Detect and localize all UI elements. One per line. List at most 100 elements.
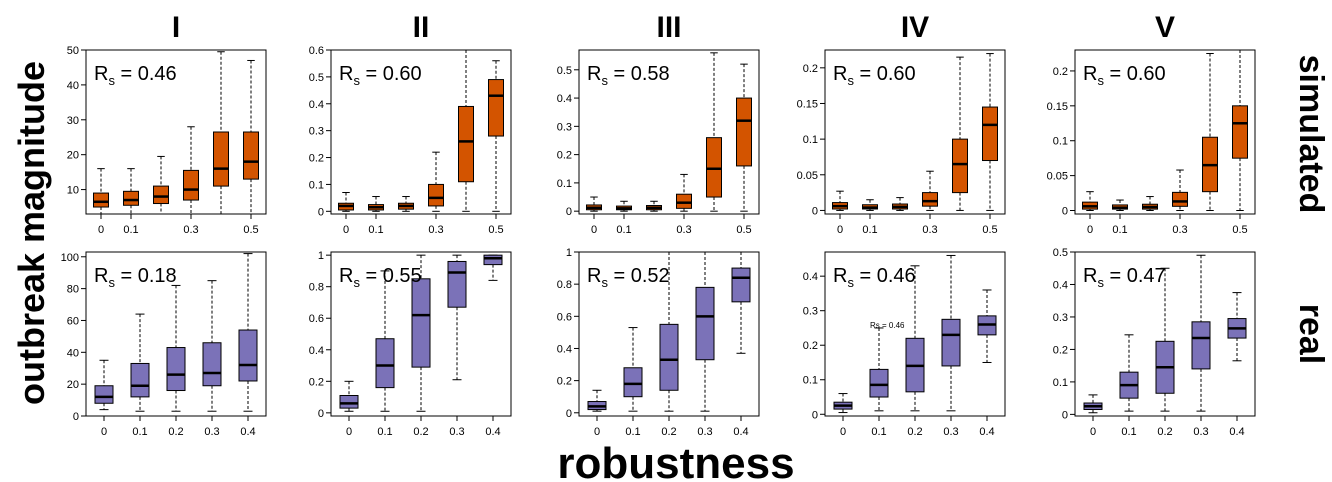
panel-simulated-1: 10 20 30 40 50 0 0.1 0.3 0.5 Rs = 0.46 [67,45,267,236]
rs-annotation: Rs = 0.18 [94,265,177,290]
box-0.5 [1232,49,1248,212]
y-tick-label: 1 [566,247,572,259]
box-iqr [731,267,751,303]
y-tick-label: 0.05 [797,170,818,182]
panel-real-5: 0 0.1 0.2 0.3 0.4 0.5 0 0.1 0.2 0.3 0.4 Rs = 0.47 [1053,247,1256,438]
x-tick-label: 0 [343,224,349,236]
box-0.4 [238,253,258,412]
y-tick-label: 0.1 [803,375,818,387]
x-tick-label: 0 [840,426,846,438]
y-tick-label: 0 [566,408,572,420]
y-tick-label: 0.15 [797,98,818,110]
x-tick-label: 0.1 [616,224,631,236]
box-0 [587,389,607,412]
inset-note: Rs = 0.46 [870,321,905,330]
y-tick-label: 40 [67,80,79,92]
x-tick-label: 0.1 [625,426,640,438]
box-0.3 [695,251,715,412]
x-tick-label: 0.3 [428,224,443,236]
box-0.2 [892,197,908,211]
box-0 [93,168,109,215]
box-iqr [123,190,139,206]
box-0.1 [368,196,384,212]
box-0 [1082,191,1098,212]
y-tick-label: 0.4 [557,93,572,105]
y-axis-label: outbreak magnitude [11,61,52,405]
box-iqr [1232,105,1248,159]
x-tick-label: 0 [101,426,107,438]
x-tick-label: 0 [98,224,104,236]
box-0.1 [1112,199,1128,212]
y-tick-label: 0 [318,408,324,420]
x-tick-label: 0.3 [922,224,937,236]
box-0.5 [488,60,504,212]
box-iqr [1172,191,1188,207]
y-tick-label: 0.1 [1053,136,1068,148]
x-tick-label: 0.1 [123,224,138,236]
box-0.1 [1119,334,1139,412]
box-0.3 [183,126,199,215]
box-0.3 [941,254,961,412]
x-tick-label: 0.1 [1112,224,1127,236]
y-tick-label: 0.1 [557,178,572,190]
y-tick-label: 1 [318,250,324,262]
y-tick-label: 20 [67,379,79,391]
y-tick-label: 0.4 [309,345,324,357]
x-tick-label: 0.1 [871,426,886,438]
box-0.4 [483,254,503,281]
y-tick-label: 0.1 [309,179,324,191]
box-iqr [488,79,504,137]
x-tick-label: 0 [1087,224,1093,236]
y-tick-label: 0.5 [557,65,572,77]
box-0.4 [1227,292,1247,362]
y-tick-label: 0.5 [309,72,324,84]
y-tick-label: 0.8 [309,282,324,294]
box-iqr [238,329,258,382]
box-0.4 [213,51,229,215]
box-0.2 [153,155,169,215]
rs-annotation: Rs = 0.60 [833,63,916,88]
box-iqr [483,254,503,266]
box-0.2 [166,284,186,412]
box-0.1 [869,327,889,412]
y-tick-label: 0 [812,205,818,217]
x-tick-label: 0.4 [733,426,748,438]
rs-annotation: Rs = 0.58 [587,63,670,88]
box-iqr [659,323,679,391]
y-tick-label: 0.6 [309,313,324,325]
x-tick-label: 0.5 [736,224,751,236]
box-0.1 [123,168,139,215]
column-header-1: I [172,11,180,44]
box-iqr [952,138,968,194]
box-0 [586,196,602,212]
box-0.2 [659,251,679,412]
rs-annotation: Rs = 0.55 [339,265,422,290]
y-tick-label: 0.4 [1053,279,1068,291]
x-tick-label: 0.5 [982,224,997,236]
x-tick-label: 0 [591,224,597,236]
box-0.1 [616,200,632,212]
plot-frame [578,49,760,215]
x-tick-label: 0.1 [1121,426,1136,438]
y-tick-label: 0.4 [309,99,324,111]
box-iqr [736,97,752,167]
x-tick-label: 0.5 [1232,224,1247,236]
box-iqr [623,367,643,398]
y-tick-label: 100 [61,252,79,264]
box-iqr [339,395,359,409]
x-tick-label: 0 [1090,426,1096,438]
x-tick-label: 0.2 [1157,426,1172,438]
column-header-5: V [1155,11,1175,44]
x-tick-label: 0.4 [240,426,255,438]
x-tick-label: 0.2 [168,426,183,438]
x-tick-label: 0.3 [697,426,712,438]
panel-real-1: 0 20 40 60 80 100 0 0.1 0.2 0.3 0.4 Rs = 0.18 [61,251,267,438]
x-tick-label: 0.4 [485,426,500,438]
x-tick-label: 0.4 [1229,426,1244,438]
y-tick-label: 40 [67,347,79,359]
box-iqr [982,106,998,162]
box-0.3 [202,280,222,412]
x-tick-label: 0.2 [413,426,428,438]
y-tick-label: 0 [566,206,572,218]
box-iqr [153,185,169,205]
